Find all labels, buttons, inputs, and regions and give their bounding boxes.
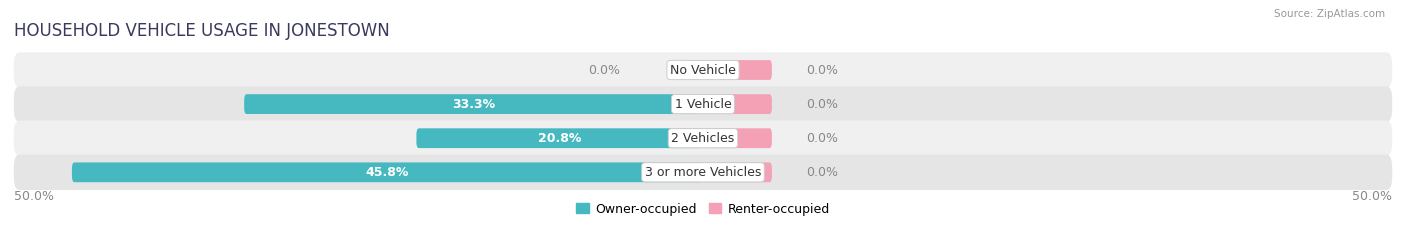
FancyBboxPatch shape [245,94,703,114]
Text: 0.0%: 0.0% [807,166,838,179]
FancyBboxPatch shape [703,60,772,80]
FancyBboxPatch shape [14,86,1392,122]
Text: 1 Vehicle: 1 Vehicle [675,98,731,111]
Text: 2 Vehicles: 2 Vehicles [672,132,734,145]
Text: 3 or more Vehicles: 3 or more Vehicles [645,166,761,179]
Text: HOUSEHOLD VEHICLE USAGE IN JONESTOWN: HOUSEHOLD VEHICLE USAGE IN JONESTOWN [14,22,389,40]
Text: No Vehicle: No Vehicle [671,64,735,76]
FancyBboxPatch shape [72,162,703,182]
Text: 33.3%: 33.3% [451,98,495,111]
FancyBboxPatch shape [703,162,772,182]
FancyBboxPatch shape [14,120,1392,156]
Text: 0.0%: 0.0% [588,64,620,76]
Text: 0.0%: 0.0% [807,132,838,145]
Text: 0.0%: 0.0% [807,98,838,111]
Text: 0.0%: 0.0% [807,64,838,76]
FancyBboxPatch shape [703,94,772,114]
FancyBboxPatch shape [689,60,703,80]
FancyBboxPatch shape [14,52,1392,88]
Text: 50.0%: 50.0% [14,190,53,203]
Text: 20.8%: 20.8% [538,132,582,145]
Legend: Owner-occupied, Renter-occupied: Owner-occupied, Renter-occupied [576,202,830,216]
Text: 50.0%: 50.0% [1353,190,1392,203]
FancyBboxPatch shape [14,154,1392,190]
FancyBboxPatch shape [416,128,703,148]
Text: 45.8%: 45.8% [366,166,409,179]
FancyBboxPatch shape [703,128,772,148]
Text: Source: ZipAtlas.com: Source: ZipAtlas.com [1274,9,1385,19]
